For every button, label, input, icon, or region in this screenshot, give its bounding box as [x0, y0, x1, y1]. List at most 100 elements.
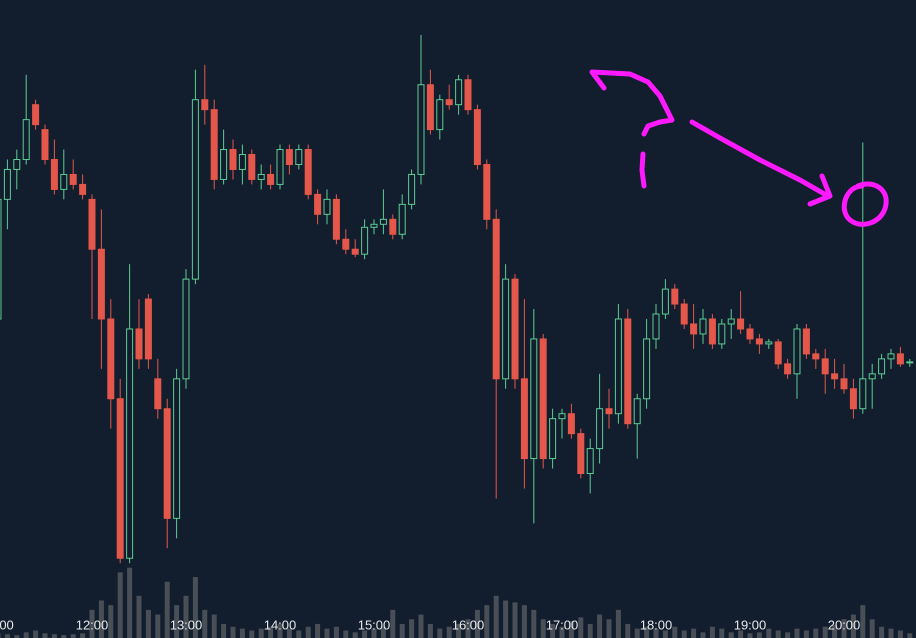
volume-bar [766, 628, 772, 638]
candle-body [220, 149, 228, 180]
candle-body [50, 159, 58, 190]
volume-bar [540, 619, 546, 638]
candle-body [295, 149, 303, 165]
candle-body [708, 318, 716, 345]
candle-body [41, 129, 49, 160]
volume-bar [559, 626, 565, 638]
volume-bar [888, 628, 894, 638]
candle-body [906, 361, 914, 364]
candle-body [680, 303, 688, 325]
candle-body [567, 413, 575, 435]
candle-body [88, 198, 96, 250]
volume-bar [427, 623, 433, 638]
candle-body [643, 338, 651, 400]
candle-body [878, 358, 886, 375]
x-tick-label: 16:00 [452, 617, 485, 632]
candle-body [3, 168, 11, 200]
volume-bar [550, 623, 556, 638]
candle-body [361, 226, 369, 255]
volume-bar [174, 605, 180, 638]
candle-body [605, 408, 613, 415]
candle-body [539, 338, 547, 460]
volume-bar [164, 581, 170, 638]
candle-body [755, 338, 763, 345]
x-tick-label: 11:00 [0, 617, 14, 632]
candle-body [765, 341, 773, 345]
volume-bar [813, 628, 819, 638]
candle-body [191, 99, 199, 280]
candle-body [408, 173, 416, 205]
candle-body [173, 378, 181, 519]
candle-body [13, 159, 21, 170]
candle-body [455, 79, 463, 106]
candle-body [379, 218, 387, 225]
volume-bar [117, 572, 123, 638]
volume-bar [333, 626, 339, 638]
candle-body [182, 278, 190, 380]
volume-bar [785, 632, 791, 638]
candle-body [154, 378, 162, 410]
annotation-question-dot [639, 151, 647, 189]
candle-body [624, 318, 632, 425]
candle-body [32, 104, 40, 126]
volume-bar [606, 619, 612, 638]
volume-bar [578, 617, 584, 638]
volume-bar [183, 595, 189, 638]
candle-body [276, 149, 284, 185]
candle-body [267, 173, 275, 185]
volume-bar [446, 626, 452, 638]
volume-bar [860, 605, 866, 638]
candle-body [248, 154, 256, 180]
volume-bar [803, 630, 809, 638]
volume-bar [249, 630, 255, 638]
volume-bar [897, 630, 903, 638]
volume-bar [653, 628, 659, 638]
candle-body [596, 408, 604, 450]
candle-body [323, 198, 331, 215]
candle-body [868, 373, 876, 380]
volume-bar [907, 633, 913, 638]
x-tick-label: 19:00 [734, 617, 767, 632]
x-tick-label: 15:00 [358, 617, 391, 632]
candle-body [577, 433, 585, 475]
volume-bar [841, 619, 847, 638]
candle-body [520, 378, 528, 460]
candle-body [633, 398, 641, 425]
candle-body [445, 99, 453, 106]
volume-bar [456, 623, 462, 638]
x-axis: 11:00 12:00 13:00 14:00 15:00 16:00 17:00 18:00… [0, 617, 860, 632]
volume-bar [61, 635, 67, 638]
volume-bar [51, 634, 57, 638]
candle-body [144, 298, 152, 360]
candle-body [314, 193, 322, 215]
volume-bar [747, 633, 753, 638]
candle-body [812, 353, 820, 360]
candle-body [22, 119, 30, 160]
candle-body [210, 109, 218, 180]
candle-body [614, 318, 622, 415]
volume-bar [108, 605, 114, 638]
volume-bar [644, 626, 650, 638]
candle-body [774, 341, 782, 365]
candle-body [896, 353, 904, 365]
candle-body [285, 149, 293, 165]
candle-body [464, 79, 472, 111]
volume-bar [33, 630, 39, 638]
x-tick-label: 12:00 [76, 617, 109, 632]
annotation-arrow [689, 119, 831, 199]
annotation-question [589, 69, 675, 137]
volume-bar [738, 630, 744, 638]
candle-body [351, 248, 359, 255]
volume-bar [324, 628, 330, 638]
volume-bar [521, 605, 527, 638]
volume-bar [14, 635, 20, 638]
volume-bar [362, 630, 368, 638]
candle-body [0, 198, 2, 320]
candle-body [652, 313, 660, 340]
candle-body [831, 373, 839, 380]
volume-bar [484, 605, 490, 638]
volume-bar [399, 623, 405, 638]
volume-bar [315, 623, 321, 638]
volume-bar [418, 614, 424, 638]
